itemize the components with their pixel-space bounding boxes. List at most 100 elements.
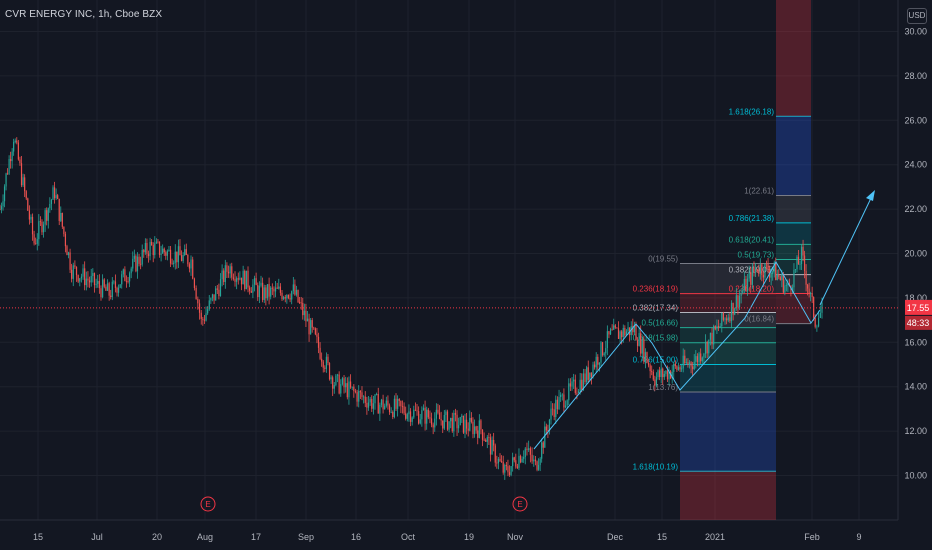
candle-body xyxy=(408,411,410,415)
candle-body xyxy=(0,206,3,210)
x-tick-label: Jul xyxy=(91,532,103,542)
candle-body xyxy=(61,212,63,227)
candle-body xyxy=(750,272,752,285)
candle-body xyxy=(729,317,731,322)
candle-body xyxy=(808,288,810,295)
candle-body xyxy=(295,290,298,295)
candle-body xyxy=(483,439,485,441)
fib1-ext-zone xyxy=(680,471,776,520)
candle-body xyxy=(586,367,588,382)
candle-body xyxy=(638,333,640,346)
candle-body xyxy=(510,466,512,475)
candle-body xyxy=(767,264,769,272)
candle-body xyxy=(470,417,472,422)
candle-body xyxy=(595,356,597,368)
candle-body xyxy=(130,268,132,274)
x-tick-label: Sep xyxy=(298,532,314,542)
candle-body xyxy=(810,293,812,295)
candle-body xyxy=(354,391,357,393)
candle-body xyxy=(714,326,716,330)
candle-body xyxy=(324,367,326,369)
candle-body xyxy=(467,428,469,431)
candle-body xyxy=(227,271,230,274)
candle-body xyxy=(608,331,610,335)
candle-body xyxy=(6,173,9,175)
candle-body xyxy=(55,195,57,199)
candle-body xyxy=(695,356,697,362)
candle-body xyxy=(512,457,514,467)
candle-body xyxy=(28,210,30,220)
candle-body xyxy=(92,273,94,277)
candle-body xyxy=(646,352,648,363)
candle-body xyxy=(229,266,231,274)
candle-body xyxy=(69,252,71,270)
candle-body xyxy=(367,402,370,408)
candle-body xyxy=(519,455,522,463)
candle-body xyxy=(203,319,206,321)
candle-body xyxy=(505,465,507,467)
candle-body xyxy=(22,177,24,186)
currency-button[interactable]: USD xyxy=(907,8,927,24)
candle-body xyxy=(606,331,608,349)
candle-body xyxy=(621,331,623,338)
candle-body xyxy=(772,271,774,274)
candle-body xyxy=(501,461,503,462)
candle-body xyxy=(635,325,637,341)
candle-body xyxy=(379,404,381,414)
candle-body xyxy=(719,326,721,328)
candle-body xyxy=(748,272,750,279)
candle-body xyxy=(221,270,223,280)
candle-body xyxy=(508,472,511,475)
candle-body xyxy=(507,466,509,473)
candle-body xyxy=(135,255,137,272)
candle-body xyxy=(403,406,405,414)
candle-body xyxy=(754,268,757,272)
candle-body xyxy=(20,163,23,186)
candle-body xyxy=(294,284,296,295)
candle-body xyxy=(140,263,142,265)
candle-body xyxy=(536,461,538,470)
candle-body xyxy=(278,286,280,289)
candle-body xyxy=(614,325,616,328)
candle-body xyxy=(5,173,7,187)
candle-body xyxy=(521,458,523,463)
candle-body xyxy=(302,302,304,316)
candle-body xyxy=(289,298,291,300)
candle-body xyxy=(136,256,139,272)
fib2-level-label: 1(22.61) xyxy=(744,187,774,196)
x-tick-label: 15 xyxy=(33,532,43,542)
candle-body xyxy=(359,391,361,393)
candle-body xyxy=(245,270,247,290)
candle-body xyxy=(308,318,310,335)
candle-body xyxy=(524,448,526,457)
candle-body xyxy=(2,201,4,207)
candle-body xyxy=(113,281,115,283)
fib1-level-label: 1(13.76) xyxy=(648,383,678,392)
x-tick-label: 19 xyxy=(464,532,474,542)
candle-body xyxy=(544,426,546,448)
fib2-zone xyxy=(776,116,811,196)
candle-body xyxy=(442,420,444,429)
candle-body xyxy=(66,246,68,256)
candle-body xyxy=(674,363,676,367)
candle-body xyxy=(671,371,673,379)
candle-body xyxy=(268,284,270,297)
candle-body xyxy=(110,295,112,298)
candle-body xyxy=(133,255,135,259)
fib1-zone xyxy=(680,327,776,343)
candle-body xyxy=(564,405,567,408)
candle-body xyxy=(475,426,477,431)
candle-body xyxy=(647,362,650,366)
candle-body xyxy=(589,372,591,380)
candle-body xyxy=(724,318,726,320)
candle-body xyxy=(154,243,156,256)
candle-body xyxy=(169,249,172,264)
candle-body xyxy=(50,199,53,204)
candle-body xyxy=(276,287,278,289)
candle-body xyxy=(494,445,496,463)
candle-body xyxy=(438,412,441,420)
candle-body xyxy=(283,297,285,300)
candle-body xyxy=(165,252,167,256)
fib2-zone xyxy=(776,259,811,275)
